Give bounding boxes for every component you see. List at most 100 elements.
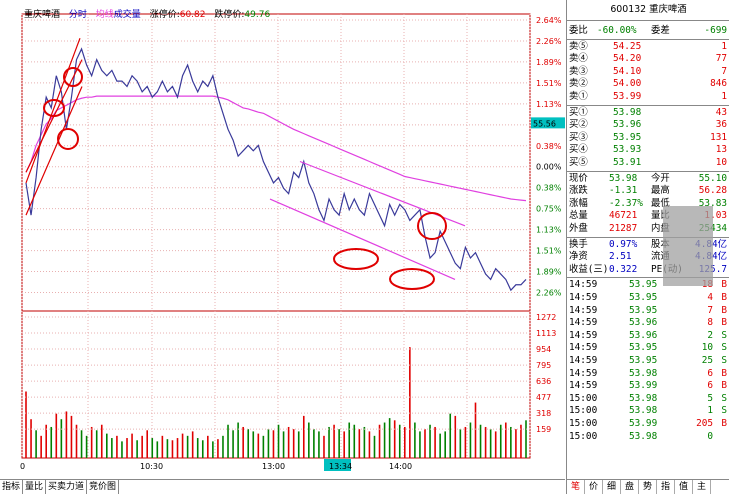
x-label-start: 0: [20, 462, 25, 471]
tick-time: 14:59: [569, 380, 598, 392]
tab-buy-sell-power[interactable]: 买卖力道: [46, 480, 88, 494]
plot-frame: [21, 13, 531, 459]
bid-price: 53.93: [613, 144, 642, 156]
chart-panel: 2.64% 2.26% 1.89% 1.51% 1.13% 0.75% 0.38% 0.00%…: [0, 7, 565, 494]
tick-price: 53.99: [629, 380, 658, 392]
divider: [567, 170, 729, 172]
quote-tab-2[interactable]: 细: [603, 480, 621, 494]
tick-row: 15:00 53.98 0: [569, 431, 727, 443]
tick-volume: 4: [707, 292, 713, 303]
stat-value: 53.83: [698, 197, 727, 209]
tab-indicator[interactable]: 指标: [0, 480, 24, 494]
stat-label: 总量: [569, 210, 588, 222]
quote-tab-4[interactable]: 势: [639, 480, 657, 494]
tick-volume: 10: [701, 342, 713, 354]
tick-time: 14:59: [569, 317, 598, 329]
stat-value: 0.97%: [609, 238, 638, 250]
bid-volume: 36: [715, 119, 727, 131]
tick-time: 15:00: [569, 430, 598, 442]
tick-time: 14:59: [569, 279, 598, 291]
trend-line: [299, 160, 466, 227]
tick-volume: 8: [707, 317, 713, 329]
tick-volume: 25: [701, 355, 713, 366]
quote-tab-3[interactable]: 盘: [621, 480, 639, 494]
ask-price: 53.99: [613, 91, 642, 102]
quote-tab-6[interactable]: 值: [675, 480, 693, 494]
bid-price: 53.91: [613, 157, 642, 168]
stat-label: 净资: [569, 251, 588, 263]
ask-level: 卖④ 54.20 77: [569, 53, 727, 65]
stats-row: 总量 46721 量比 1.03: [569, 210, 727, 222]
quote-stock-name: 重庆啤酒: [649, 4, 687, 15]
tick-time: 15:00: [569, 418, 598, 429]
tick-volume: 205: [696, 418, 713, 429]
chart-header: 重庆啤酒 分时 均线成交量 涨停价:60.82 跌停价:49.76: [24, 7, 276, 20]
stat-label: 外盘: [569, 223, 588, 234]
tab-timeshare[interactable]: 分时: [68, 10, 87, 20]
stats-row: 涨跌 -1.31 最高 56.28: [569, 185, 727, 197]
volume-tick-label: 636: [536, 377, 551, 386]
tab-auction[interactable]: 竞价图: [87, 480, 120, 494]
quote-tab-1[interactable]: 价: [585, 480, 603, 494]
tick-time: 14:59: [569, 355, 598, 366]
stat-label: 股本: [651, 238, 670, 250]
stat-label: 换手: [569, 238, 588, 250]
weibi-label: 委比: [569, 25, 588, 36]
bid-volume: 13: [715, 144, 727, 156]
ask-price: 54.00: [613, 78, 642, 90]
tick-row: 14:59 53.99 6 B: [569, 380, 727, 392]
tick-time: 14:59: [569, 342, 598, 354]
ask-level: 卖⑤ 54.25 1: [569, 41, 727, 53]
tick-price: 53.98: [629, 405, 658, 417]
quote-tab-7[interactable]: 主: [693, 480, 711, 494]
legend-avg: 均线: [95, 10, 114, 20]
pct-tick-label: 2.64%: [536, 16, 562, 25]
quote-tab-0[interactable]: 笔: [567, 480, 585, 494]
tick-volume: 1: [707, 405, 713, 417]
stat-label: 内盘: [651, 223, 670, 234]
cursor-overlay: [663, 206, 713, 286]
trend-line: [25, 86, 83, 216]
tick-direction: B: [721, 304, 727, 316]
tick-price: 53.99: [629, 418, 658, 429]
tick-direction: S: [721, 355, 727, 366]
stat-label: 最低: [651, 197, 670, 209]
stat-value: 21287: [609, 223, 638, 234]
annotation-circle: [43, 99, 65, 117]
limit-down-label: 跌停价:: [214, 10, 245, 20]
stock-code: 600132: [610, 4, 647, 15]
tick-direction: B: [721, 380, 727, 392]
trend-line: [269, 198, 456, 280]
tick-direction: B: [721, 317, 727, 329]
bid-price: 53.96: [613, 119, 642, 131]
annotation-circle: [389, 268, 435, 290]
quote-title: 600132 重庆啤酒: [567, 0, 729, 21]
pct-tick-label: 1.13%: [536, 100, 562, 109]
ask-label: 卖③: [569, 65, 588, 77]
indicator-tabs: 指标 量比 买卖力道 竞价图: [0, 479, 565, 494]
stat-label: 最高: [651, 185, 670, 197]
stat-value: 53.98: [609, 172, 638, 184]
volume-tick-label: 477: [536, 393, 551, 402]
stats-row: 现价 53.98 今开 55.10: [569, 173, 727, 185]
volume-tick-label: 318: [536, 409, 551, 418]
stat-value: 56.28: [698, 185, 727, 197]
quote-tab-5[interactable]: 指: [657, 480, 675, 494]
tick-volume: 0: [707, 430, 713, 442]
tick-row: 14:59 53.95 4 B: [569, 292, 727, 304]
annotation-circle: [57, 128, 79, 150]
tab-volume-ratio[interactable]: 量比: [23, 480, 47, 494]
tick-volume: 6: [707, 380, 713, 392]
annotation-circle: [417, 212, 447, 240]
stat-value: -1.31: [609, 185, 638, 197]
stat-value: 46721: [609, 210, 638, 222]
tick-row: 15:00 53.98 5 S: [569, 393, 727, 405]
bid-level: 买① 53.98 43: [569, 107, 727, 119]
avg-price-line: [25, 95, 527, 202]
pct-tick-label: 0.75%: [536, 205, 562, 214]
volume-tick-label: 954: [536, 345, 551, 354]
tick-direction: B: [721, 292, 727, 303]
divider: [567, 104, 729, 106]
ask-volume: 846: [710, 78, 727, 90]
legend-volume: 成交量: [113, 10, 141, 20]
